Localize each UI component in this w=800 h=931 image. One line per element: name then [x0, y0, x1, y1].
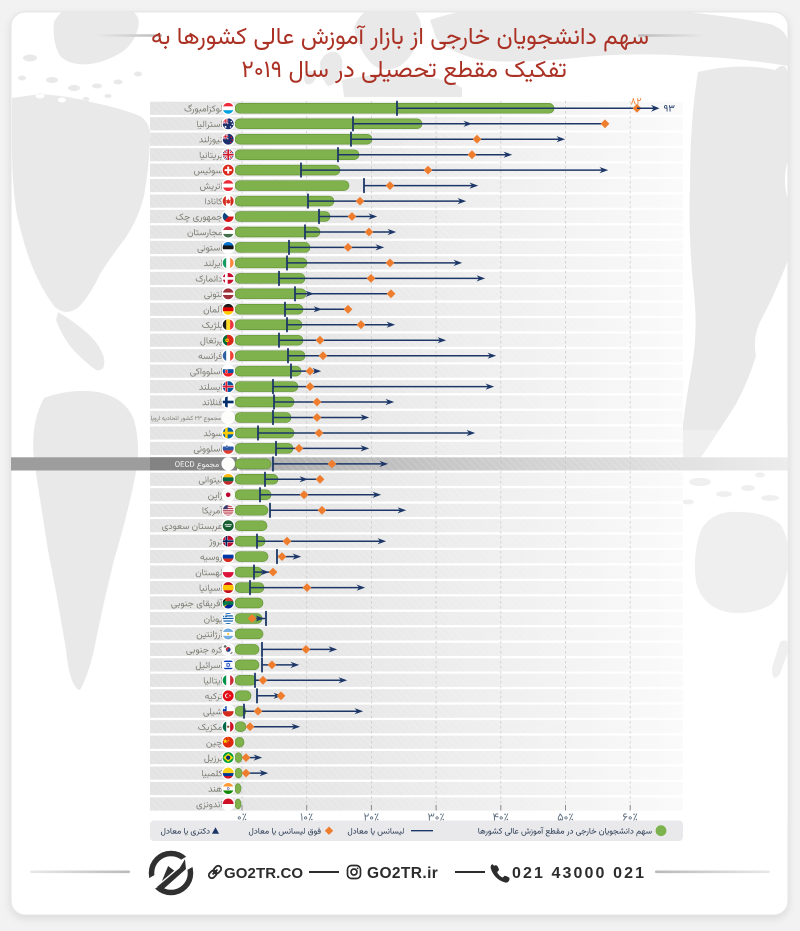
svg-text:GO2TR.ir: GO2TR.ir	[367, 865, 438, 882]
svg-text:021 43000 021: 021 43000 021	[512, 865, 646, 882]
svg-text:GO2TR.CO: GO2TR.CO	[224, 865, 303, 882]
